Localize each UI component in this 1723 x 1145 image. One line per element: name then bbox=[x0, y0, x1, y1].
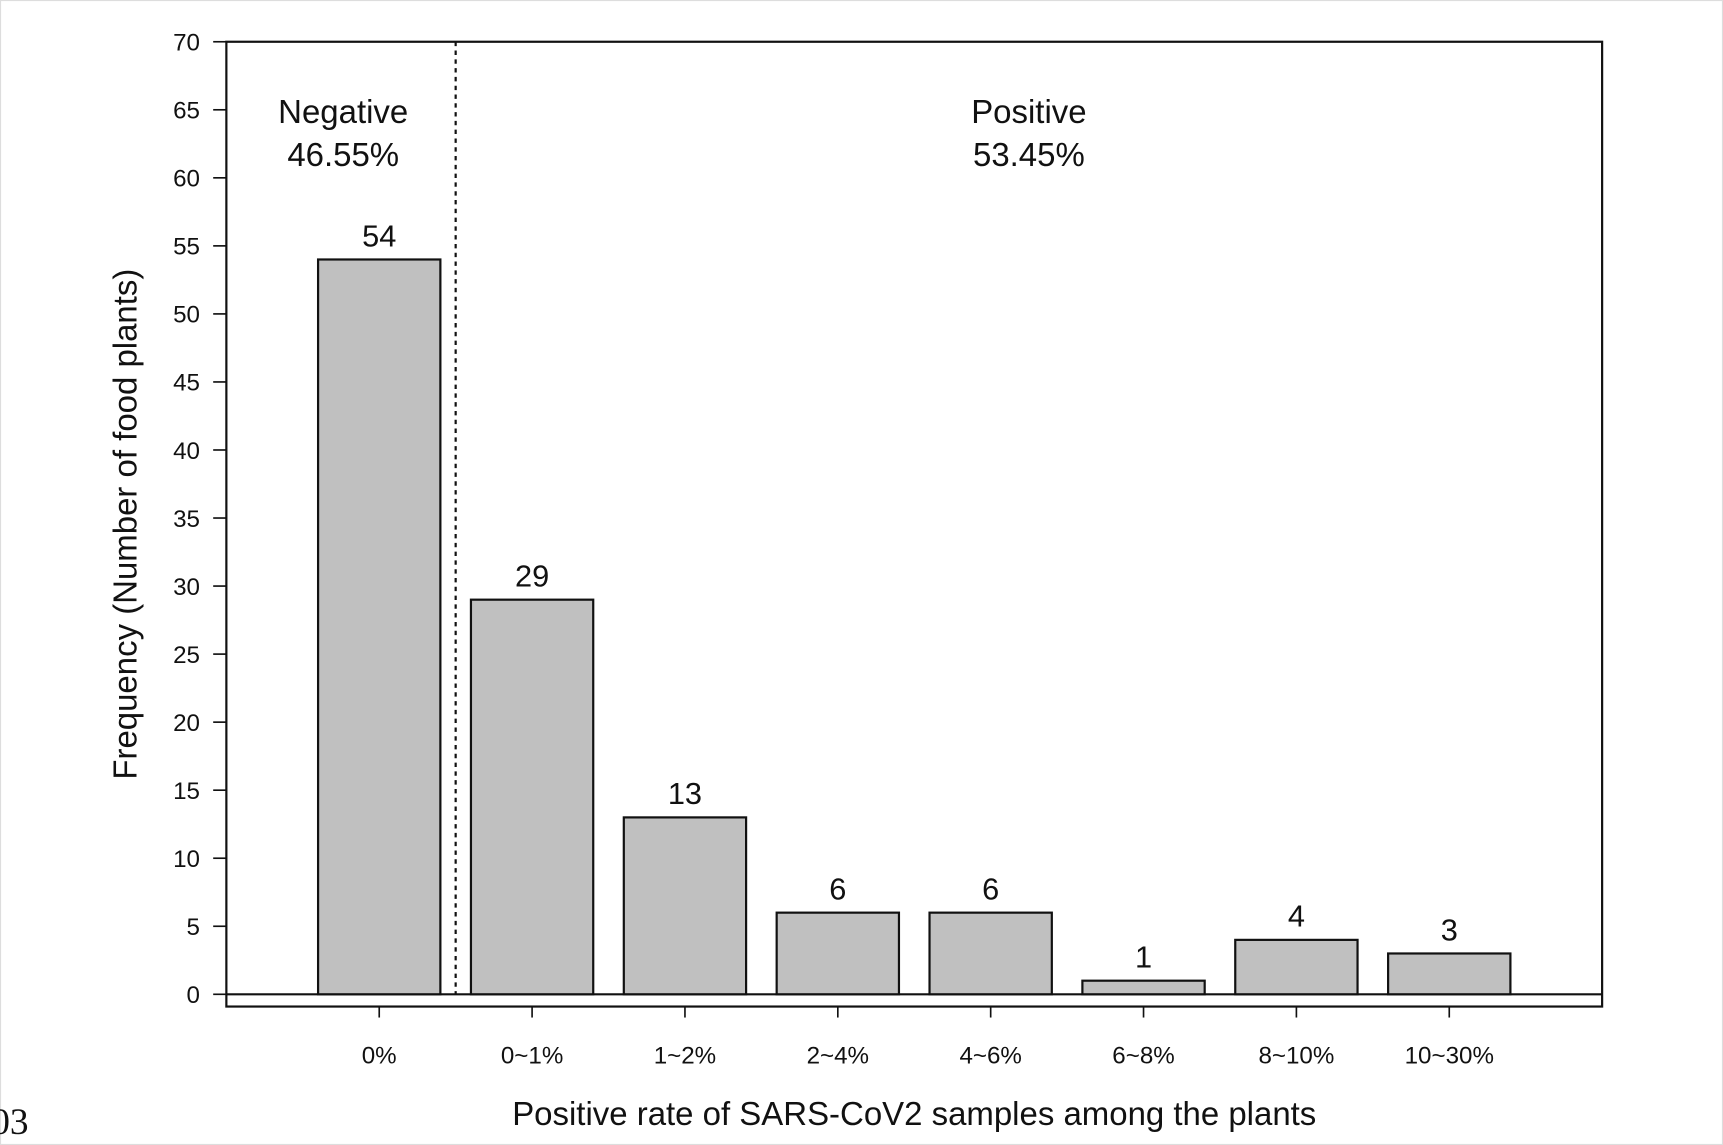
bar bbox=[622, 816, 748, 996]
x-axis-title: Positive rate of SARS-CoV2 samples among… bbox=[512, 1095, 1316, 1132]
y-tick-label: 5 bbox=[187, 914, 200, 941]
value-label: 1 bbox=[1135, 940, 1152, 975]
y-tick-label: 40 bbox=[173, 438, 200, 465]
y-axis-title: Frequency (Number of food plants) bbox=[106, 269, 143, 780]
x-tick-label: 2~4% bbox=[807, 1043, 869, 1070]
bar bbox=[316, 258, 442, 996]
y-tick-label: 50 bbox=[173, 302, 200, 329]
y-tick-label: 0 bbox=[187, 982, 200, 1009]
y-tick-label: 60 bbox=[173, 166, 200, 193]
x-tick-label: 6~8% bbox=[1112, 1043, 1174, 1070]
x-tick-label: 10~30% bbox=[1405, 1043, 1494, 1070]
x-tick-label: 1~2% bbox=[654, 1043, 716, 1070]
x-tick-label: 8~10% bbox=[1258, 1043, 1334, 1070]
annotation: 53.45% bbox=[973, 136, 1085, 173]
y-tick-label: 30 bbox=[173, 574, 200, 601]
value-label: 6 bbox=[982, 871, 999, 906]
bar bbox=[928, 911, 1053, 996]
y-tick-label: 20 bbox=[173, 710, 200, 737]
y-tick-label: 10 bbox=[173, 846, 200, 873]
annotation: Positive bbox=[971, 93, 1086, 130]
y-tick-label: 65 bbox=[173, 98, 200, 125]
y-tick-label: 15 bbox=[173, 778, 200, 805]
y-tick-label: 25 bbox=[173, 642, 200, 669]
y-tick-label: 70 bbox=[173, 30, 200, 57]
annotation: 46.55% bbox=[287, 136, 399, 173]
value-label: 6 bbox=[829, 871, 846, 906]
bar bbox=[1081, 979, 1206, 996]
bar bbox=[1387, 952, 1512, 996]
y-tick-label: 45 bbox=[173, 370, 200, 397]
x-tick-label: 0% bbox=[362, 1043, 397, 1070]
value-label: 3 bbox=[1441, 912, 1458, 947]
value-label: 13 bbox=[668, 776, 702, 811]
annotation: Negative bbox=[278, 93, 408, 130]
plot-frame bbox=[225, 40, 1604, 1008]
x-tick-label: 0~1% bbox=[501, 1043, 563, 1070]
bar bbox=[469, 598, 595, 996]
bar bbox=[775, 911, 901, 996]
y-tick-label: 55 bbox=[173, 234, 200, 261]
value-label: 29 bbox=[515, 558, 549, 593]
x-tick-label: 4~6% bbox=[959, 1043, 1021, 1070]
y-tick-label: 35 bbox=[173, 506, 200, 533]
bar bbox=[1234, 938, 1359, 996]
value-label: 54 bbox=[362, 218, 396, 253]
value-label: 4 bbox=[1288, 899, 1305, 934]
fragment-text: 03 bbox=[0, 1102, 29, 1143]
